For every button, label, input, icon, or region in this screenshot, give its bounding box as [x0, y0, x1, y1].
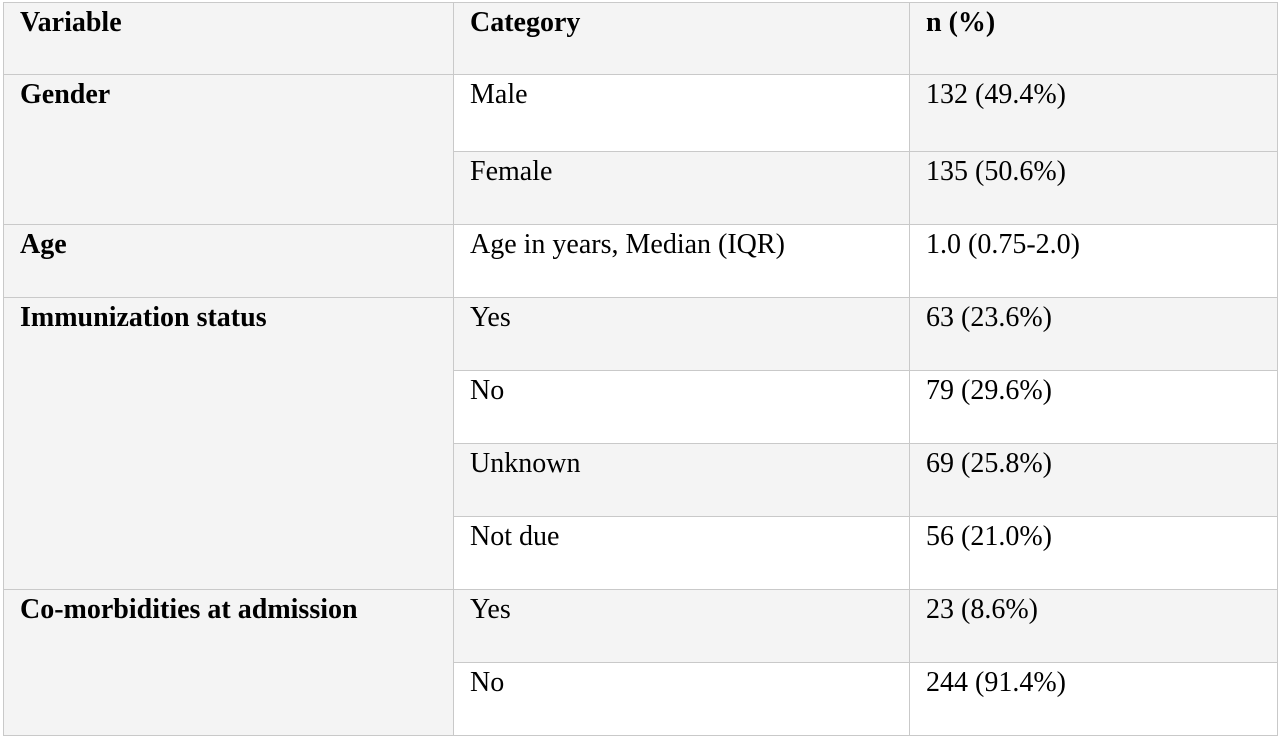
- variable-gender: Gender: [3, 74, 454, 225]
- header-category: Category: [453, 2, 910, 75]
- header-n-percent: n (%): [909, 2, 1278, 75]
- demographics-table: Variable Category n (%) Gender Male 132 …: [3, 2, 1278, 736]
- value-cell: 56 (21.0%): [909, 516, 1278, 590]
- value-cell: 79 (29.6%): [909, 370, 1278, 444]
- value-cell: 1.0 (0.75-2.0): [909, 224, 1278, 298]
- table-row: Not due 56 (21.0%): [4, 516, 1278, 590]
- table-row: Gender Male 132 (49.4%): [3, 74, 1278, 225]
- header-row: Variable Category n (%): [3, 2, 1278, 75]
- category-cell: Male: [453, 74, 910, 152]
- value-cell: 69 (25.8%): [909, 443, 1278, 517]
- variable-age: Age: [3, 224, 454, 298]
- table-row: Co-morbidities at admission Yes 23 (8.6%…: [3, 589, 1278, 736]
- variable-co-morbidities: Co-morbidities at admission: [3, 589, 454, 736]
- category-cell: No: [453, 662, 910, 736]
- table-row: Immunization status Yes 63 (23.6%): [3, 297, 1278, 590]
- value-cell: 23 (8.6%): [909, 589, 1278, 663]
- category-cell: Yes: [453, 589, 910, 663]
- table-row: No 244 (91.4%): [4, 662, 1278, 736]
- value-cell: 132 (49.4%): [909, 74, 1278, 152]
- variable-immunization-status: Immunization status: [3, 297, 454, 590]
- category-cell: Not due: [453, 516, 910, 590]
- table-row: Female 135 (50.6%): [4, 151, 1278, 225]
- value-cell: 135 (50.6%): [909, 151, 1278, 225]
- category-cell: Yes: [453, 297, 910, 371]
- value-cell: 63 (23.6%): [909, 297, 1278, 371]
- category-cell: Female: [453, 151, 910, 225]
- category-cell: Age in years, Median (IQR): [453, 224, 910, 298]
- table-row: Age Age in years, Median (IQR) 1.0 (0.75…: [3, 224, 1278, 298]
- category-cell: Unknown: [453, 443, 910, 517]
- value-cell: 244 (91.4%): [909, 662, 1278, 736]
- header-variable: Variable: [3, 2, 454, 75]
- category-cell: No: [453, 370, 910, 444]
- table-row: Unknown 69 (25.8%): [4, 443, 1278, 517]
